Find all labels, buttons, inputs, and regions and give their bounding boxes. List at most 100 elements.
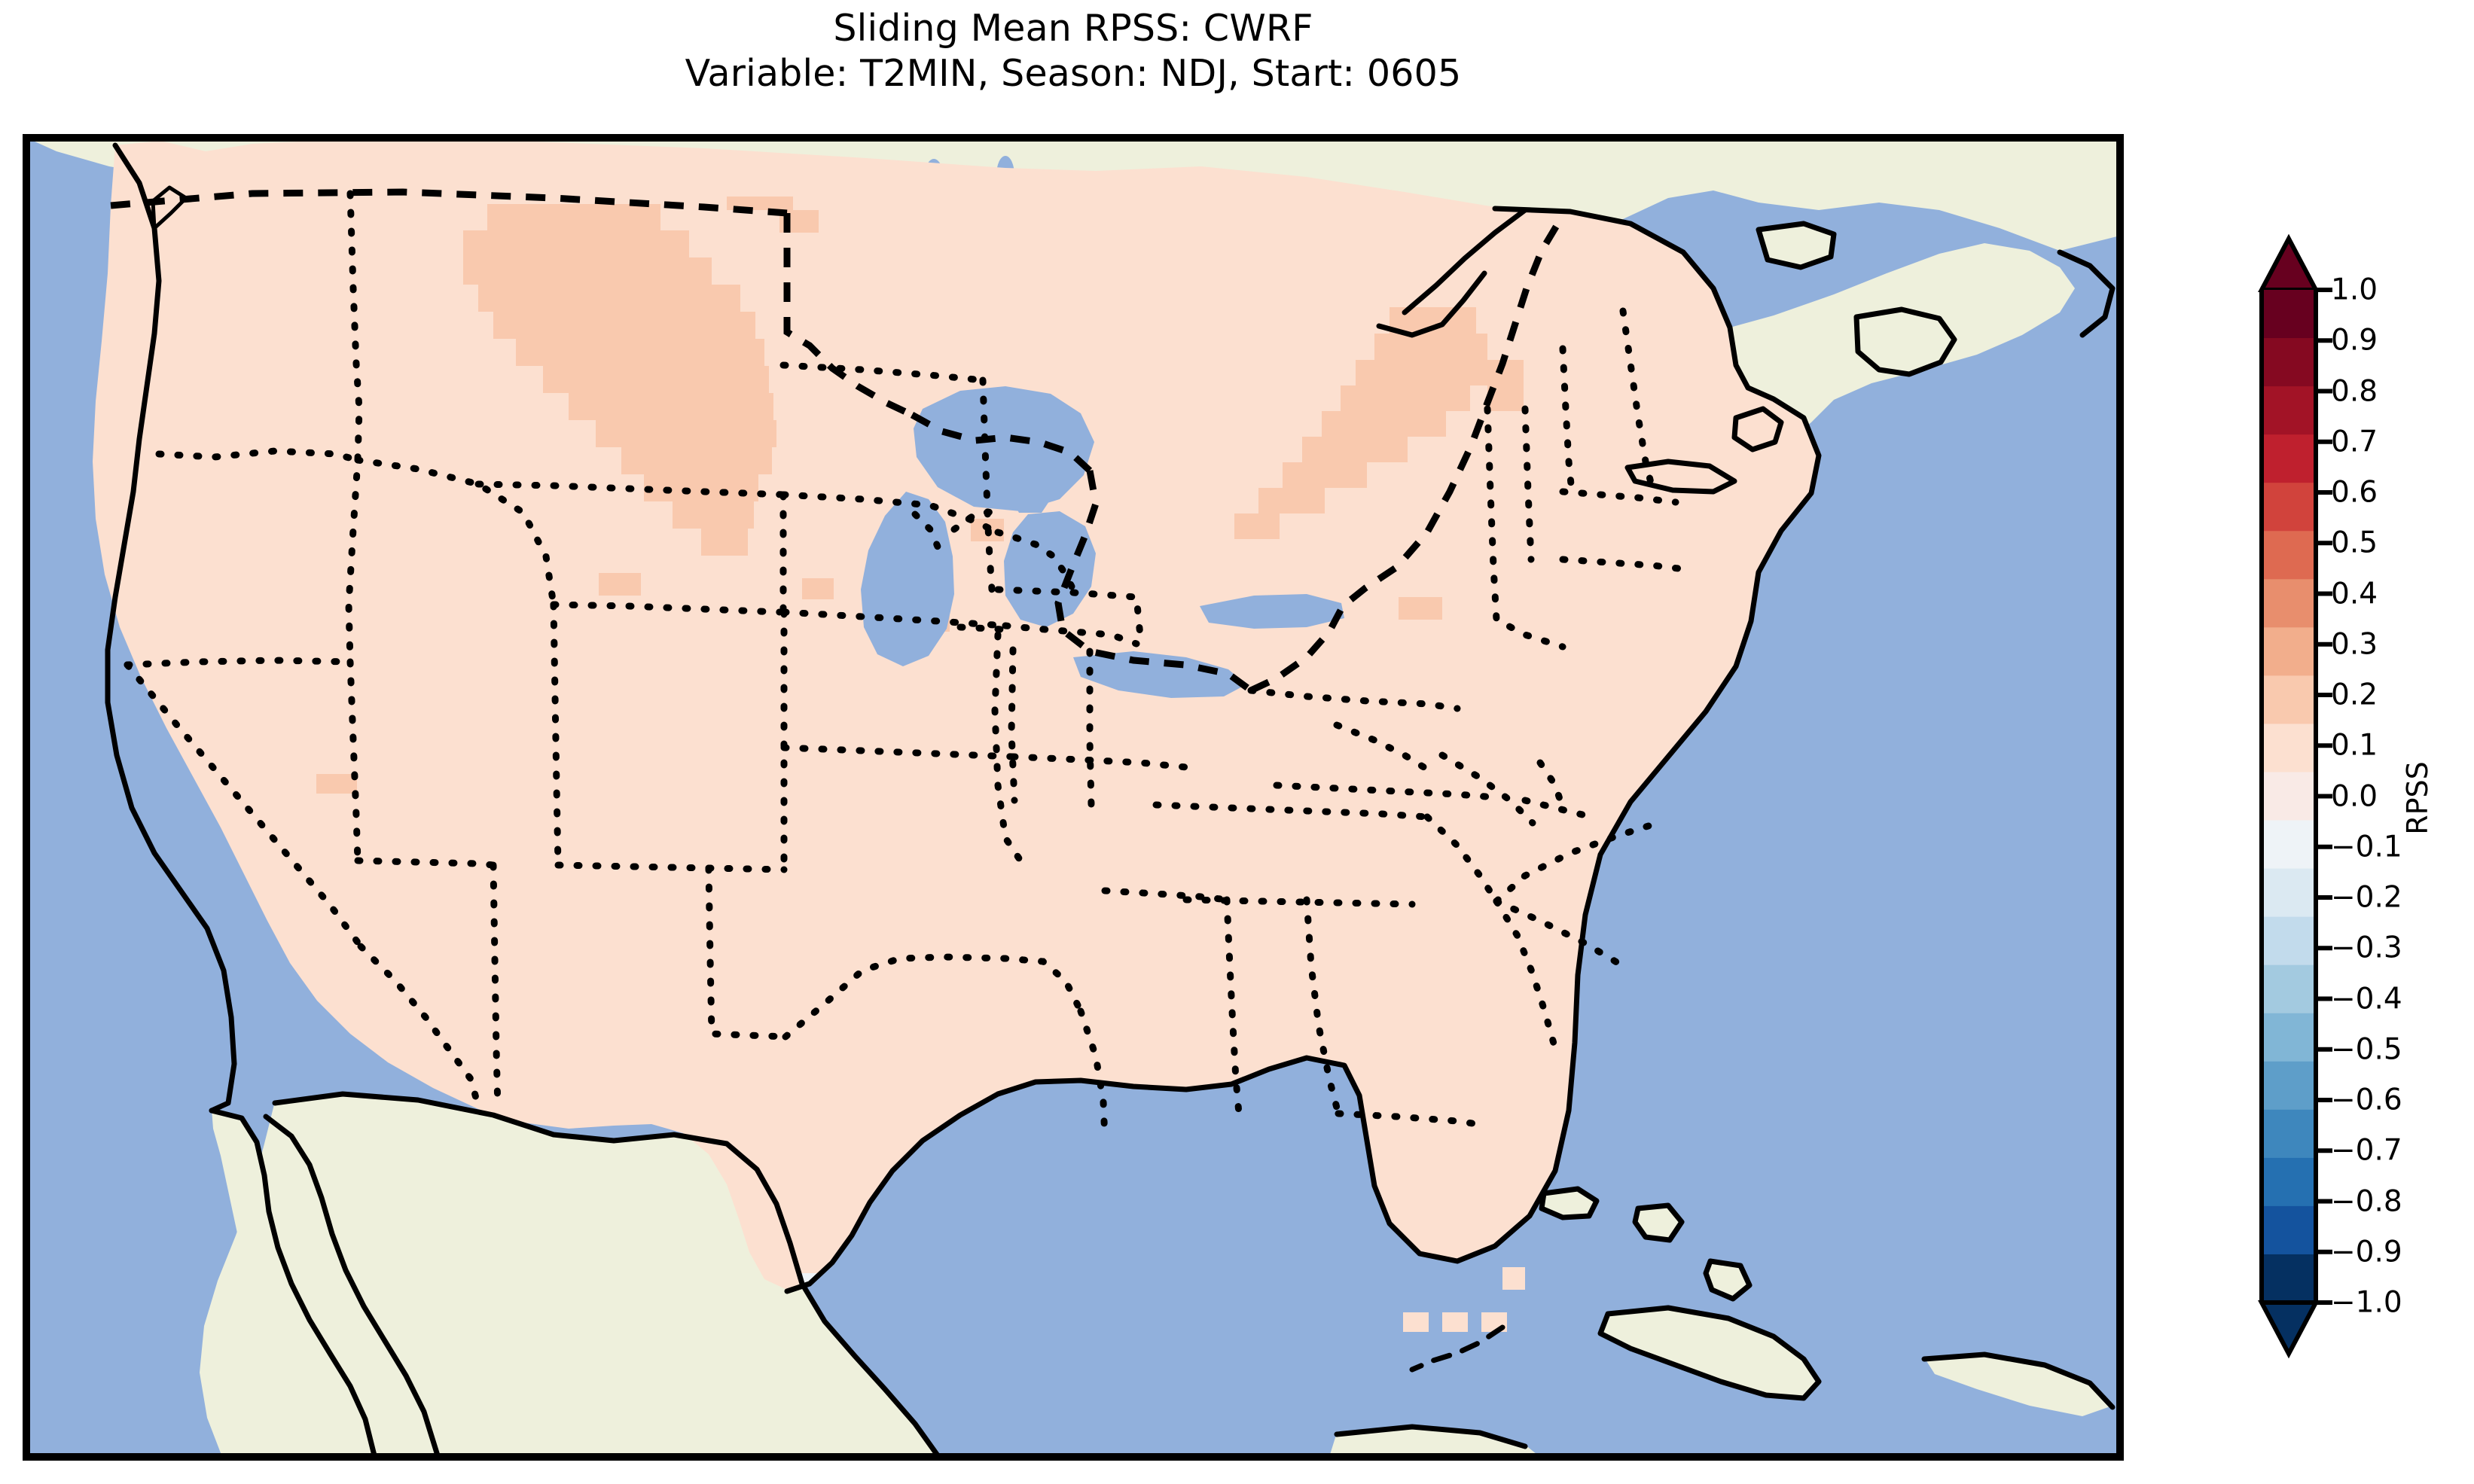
coastline-maritimes [1853,306,1957,377]
hispaniola [1924,1353,2113,1416]
lake-superior [914,386,1094,511]
colorbar-tick-label: 0.0 [2331,779,2378,813]
rpss-cell [1341,385,1470,411]
colorbar-band [2262,772,2316,821]
rpss-cell-pennsylvania [1399,597,1442,620]
border-us-canada-huron-erie [1054,470,1253,693]
chart-subtitle: Variable: T2MIN, Season: NDJ, Start: 060… [685,51,1462,95]
rpss-cell [1442,1312,1468,1332]
colorbar-tick-label: 0.1 [2331,728,2378,763]
map-canvas [26,138,2120,1457]
colorbar-tick-label: 0.4 [2331,577,2378,611]
lake-st-clair-area [1010,489,1051,513]
colorbar-swatches [2258,233,2332,1359]
rpss-cell [487,204,660,230]
coastline-baja-east [263,1114,441,1457]
rpss-cell [1234,513,1280,539]
coastline-bahamas-n [1539,1186,1600,1220]
rpss-cell-utah [316,774,357,794]
rpss-cell [1356,360,1487,385]
rpss-cell [493,312,755,339]
coastline-cuba [1597,1305,1822,1401]
coastline-ne-canada [2057,249,2116,338]
coastline-keys [1409,1324,1505,1373]
rpss-data-layer [93,138,1819,1290]
rpss-cell [1487,360,1524,411]
colorbar-band [2262,675,2316,725]
colorbar-tick-label: −0.7 [2331,1133,2402,1168]
colorbar-band [2262,338,2316,387]
colorbar-axis-label: RPSS [2401,761,2434,835]
colorbar-band [2262,916,2316,966]
canada-southeast [960,243,2075,514]
colorbar-band [2262,820,2316,870]
coastline-pacific-us [105,142,237,1114]
colorbar-tick-label: −0.1 [2331,830,2402,864]
coastline-baja-west [209,1108,377,1457]
colorbar-band [2262,1061,2316,1111]
colorbar-band [2262,290,2316,339]
colorbar-tick-label: −1.0 [2331,1285,2402,1320]
colorbar-tick-label: 1.0 [2331,273,2378,307]
rpss-cell [463,257,712,285]
coastline-cape-cod [1731,406,1784,453]
coastline-puget-sound [151,185,188,230]
colorbar-band [2262,1157,2316,1207]
coastline-bahamas-s [1703,1258,1753,1302]
rpss-cell-wyoming [599,573,641,596]
rpss-cell-group-newyork [1234,307,1524,539]
coastline-st-lawrence-s [1376,270,1487,338]
colorbar-band [2262,1013,2316,1062]
coastline-bahamas-m [1632,1202,1685,1243]
colorbar-extend-bottom [2258,1300,2320,1359]
rpss-cell [802,578,834,599]
colorbar-tick-label: −0.9 [2331,1235,2402,1269]
rpss-cell [1374,334,1487,360]
rpss-cell [478,285,740,312]
rpss-cell [673,501,754,529]
rpss-cell [1283,462,1367,488]
colorbar-band [2262,434,2316,483]
colorbar-tick-label: −0.5 [2331,1032,2402,1067]
coastline-long-island [1624,459,1737,495]
rpss-cell [701,529,748,556]
great-lakes [861,386,1344,698]
rpss-cell [1258,488,1325,513]
colorbar-tick-label: 0.9 [2331,323,2378,358]
lake-huron [1004,511,1096,627]
coastlines [105,142,2116,1457]
rpss-cell [569,393,773,420]
colorbar-band [2262,868,2316,918]
colorbar-band [2262,531,2316,580]
colorbar-tick-label: 0.7 [2331,425,2378,459]
rpss-cell [1302,437,1408,462]
chart-title-block: Sliding Mean RPSS: CWRF Variable: T2MIN,… [0,0,2146,96]
colorbar[interactable]: 1.0 0.9 0.8 0.7 0.6 0.5 0.4 0.3 0.2 0.1 0.0 −0.1 −0.… [2256,226,2474,1370]
coastline-gulf-atlantic [784,385,1822,1294]
rpss-cell [1322,411,1446,437]
colorbar-tick-label: 0.8 [2331,374,2378,408]
colorbar-tick-label: −0.8 [2331,1184,2402,1218]
coastline-st-lawrence [1402,207,1528,315]
bahamas-mid [1635,1204,1682,1239]
colorbar-band [2262,386,2316,435]
rpss-cell [543,366,769,393]
colorbar-band [2262,483,2316,532]
rpss-cell-group-keys [1403,1267,1525,1332]
rpss-cell [516,339,764,366]
colorbar-tick-label: −0.3 [2331,931,2402,965]
colorbar-extend-top [2258,233,2320,292]
lake-erie [1073,651,1246,698]
coastline-newfoundland [1756,221,1837,270]
state-borders [124,190,1695,1143]
baja-california [212,1109,374,1457]
maritimes [1856,308,1954,373]
colorbar-tick-label: 0.5 [2331,526,2378,560]
country-borders [110,188,1563,694]
map-panel[interactable] [23,134,2124,1461]
colorbar-tick-label: −0.6 [2331,1083,2402,1117]
colorbar-band [2262,627,2316,676]
rpss-cell [596,420,776,447]
colorbar-tick-label: 0.2 [2331,678,2378,712]
border-us-canada-lakeofwoods [783,213,914,419]
